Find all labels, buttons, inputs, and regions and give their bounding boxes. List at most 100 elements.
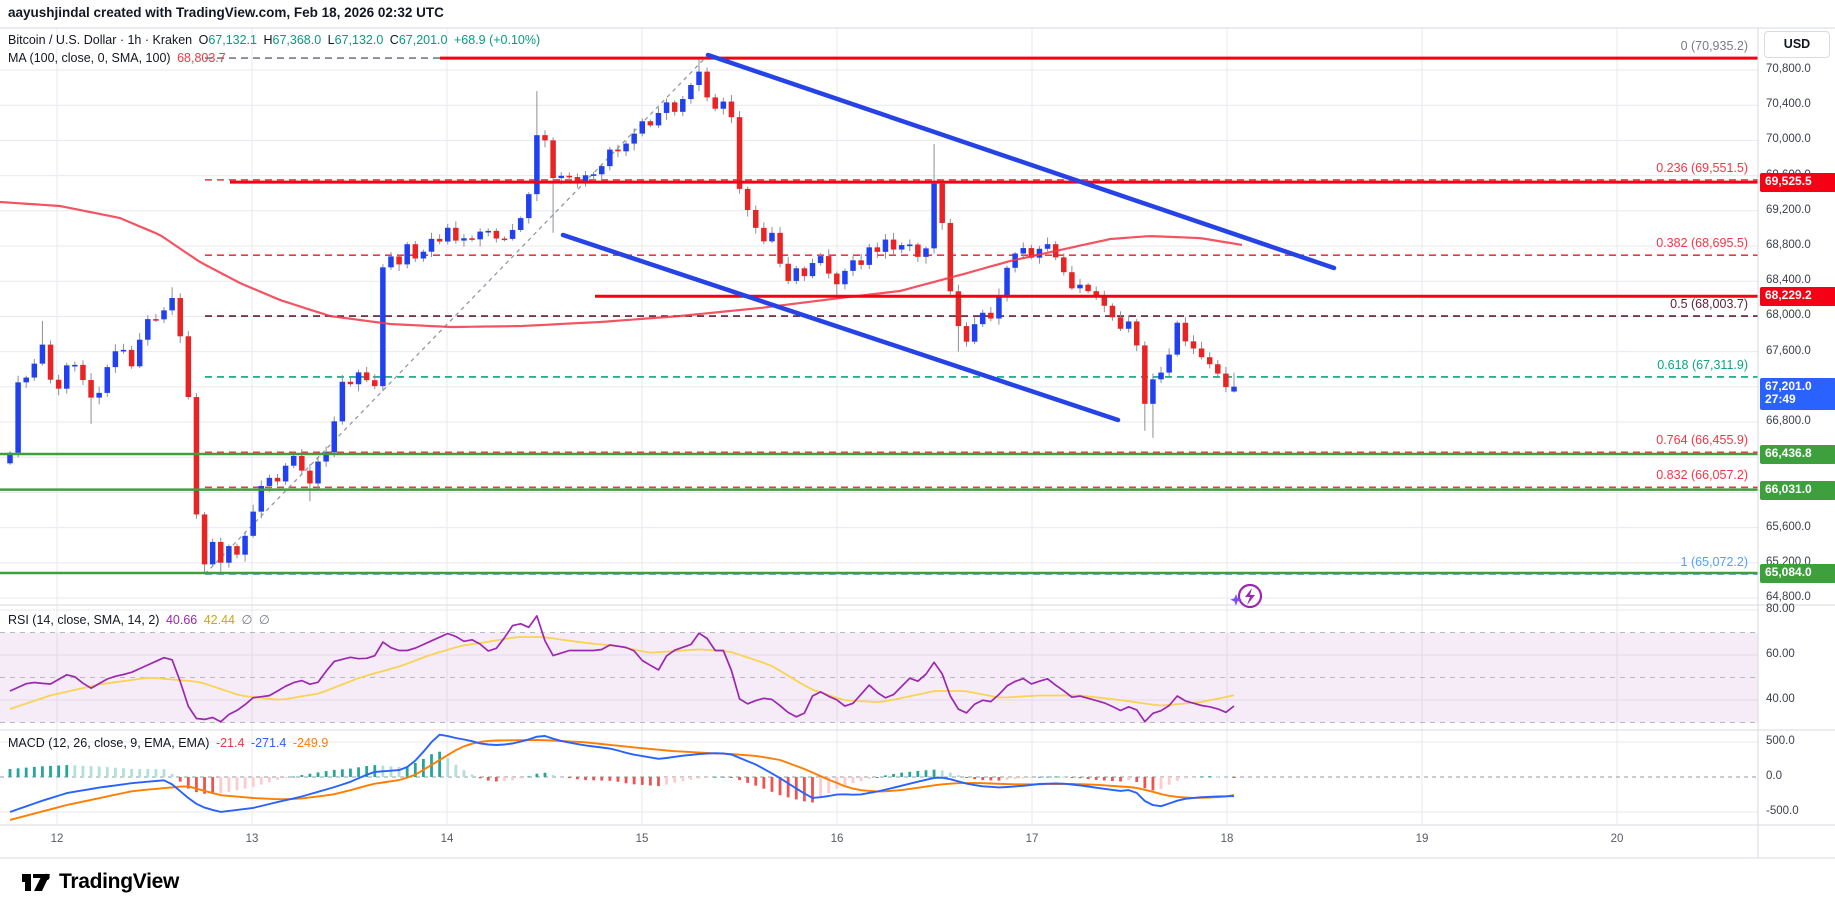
- time-tick[interactable]: 15: [635, 833, 649, 845]
- rsi-legend-label[interactable]: RSI (14, close, SMA, 14, 2): [8, 613, 160, 627]
- candle-up: [842, 270, 848, 285]
- flash-drawing-icon[interactable]: [1228, 578, 1268, 618]
- ma-legend[interactable]: MA (100, close, 0, SMA, 100) 68,803.7: [8, 51, 229, 65]
- candle-up: [1020, 248, 1026, 254]
- candle-up: [31, 363, 38, 378]
- time-tick[interactable]: 13: [245, 833, 259, 845]
- price-tick[interactable]: 68,000.0: [1766, 309, 1811, 322]
- candle-down: [1069, 272, 1075, 289]
- candle-down: [1198, 348, 1205, 358]
- candle-up: [526, 194, 532, 219]
- ma-legend-label[interactable]: MA (100, close, 0, SMA, 100): [8, 51, 171, 65]
- candle-down: [1101, 296, 1108, 306]
- candle-down: [542, 135, 548, 141]
- candle-up: [598, 166, 605, 175]
- candle-up: [1004, 267, 1010, 296]
- candle-up: [680, 99, 686, 112]
- candle-down: [372, 380, 378, 387]
- price-tick[interactable]: 70,800.0: [1766, 63, 1811, 75]
- candle-up: [331, 421, 337, 453]
- candle-up: [169, 298, 175, 311]
- candle-up: [266, 477, 273, 486]
- time-tick[interactable]: 14: [440, 833, 454, 845]
- macd-tick[interactable]: 500.0: [1766, 735, 1795, 748]
- price-tick[interactable]: 65,600.0: [1766, 520, 1811, 533]
- candle-down: [1109, 305, 1116, 318]
- candle-up: [655, 112, 662, 126]
- ohlc-low-label: L: [327, 33, 335, 47]
- price-tick[interactable]: 69,200.0: [1766, 203, 1811, 216]
- candle-up: [663, 102, 670, 113]
- price-tick[interactable]: 67,600.0: [1766, 344, 1811, 357]
- price-tick[interactable]: 70,400.0: [1766, 98, 1811, 111]
- candle-up: [420, 251, 427, 259]
- fib-level-label: 0.382 (68,695.5): [1656, 236, 1748, 251]
- tradingview-logo[interactable]: TradingView: [22, 870, 179, 894]
- fib-level-label: 0.5 (68,003.7): [1670, 297, 1748, 312]
- time-tick[interactable]: 18: [1220, 833, 1234, 845]
- macd-legend-label[interactable]: MACD (12, 26, close, 9, EMA, EMA): [8, 736, 210, 750]
- macd-legend[interactable]: MACD (12, 26, close, 9, EMA, EMA) -21.4 …: [8, 736, 331, 750]
- rsi-null-2: ∅: [258, 613, 270, 627]
- candle-down: [566, 175, 573, 178]
- candle-down: [615, 149, 621, 152]
- price-tag: 65,084.0: [1760, 563, 1835, 583]
- rsi-tick[interactable]: 60.00: [1766, 648, 1795, 660]
- time-tick[interactable]: 12: [50, 833, 64, 845]
- trendline[interactable]: [705, 52, 1337, 271]
- candle-up: [339, 381, 346, 422]
- tradingview-logo-text: TradingView: [59, 870, 180, 893]
- rsi-line[interactable]: [9, 615, 1235, 723]
- candle-up: [380, 267, 386, 387]
- candle-up: [355, 372, 362, 385]
- candle-up: [404, 244, 410, 265]
- candle-up: [688, 85, 694, 100]
- candle-up: [1166, 354, 1172, 373]
- trendline[interactable]: [560, 232, 1121, 423]
- macd-line[interactable]: [9, 733, 1235, 813]
- candle-up: [290, 455, 297, 466]
- candle-up: [250, 511, 256, 536]
- candle-down: [858, 260, 864, 265]
- price-tick[interactable]: 64,800.0: [1766, 590, 1811, 603]
- candle-up: [242, 535, 248, 555]
- main-legend[interactable]: Bitcoin / U.S. Dollar · 1h · Kraken O67,…: [8, 33, 543, 47]
- candle-down: [1117, 317, 1124, 329]
- candle-up: [282, 465, 289, 482]
- rsi-tick[interactable]: 40.00: [1766, 693, 1795, 705]
- candle-up: [696, 71, 702, 86]
- price-tick[interactable]: 68,400.0: [1766, 274, 1811, 287]
- macd-line-value: -271.4: [250, 736, 287, 750]
- candle-down: [988, 312, 994, 319]
- time-tick[interactable]: 16: [830, 833, 844, 845]
- candle-down: [469, 238, 475, 240]
- rsi-legend[interactable]: RSI (14, close, SMA, 14, 2) 40.66 42.44 …: [8, 612, 273, 627]
- price-tick[interactable]: 70,000.0: [1766, 133, 1811, 146]
- price-tick[interactable]: 68,800.0: [1766, 238, 1811, 251]
- candle-up: [866, 247, 872, 265]
- price-tag: 67,201.0 27:49: [1760, 377, 1835, 410]
- candle-up: [1174, 322, 1181, 355]
- macd-tick[interactable]: 0.0: [1766, 770, 1782, 782]
- candle-down: [801, 268, 808, 277]
- candle-up: [145, 319, 151, 340]
- currency-scale-button[interactable]: USD: [1764, 31, 1830, 58]
- rsi-tick[interactable]: 80.00: [1766, 603, 1795, 615]
- fib-level-label: 0 (70,935.2): [1680, 39, 1748, 54]
- candles: [7, 58, 1237, 575]
- candle-up: [996, 295, 1002, 319]
- price-tick[interactable]: 66,800.0: [1766, 414, 1811, 427]
- ohlc-low-value: 67,132.0: [334, 33, 384, 47]
- time-tick[interactable]: 19: [1415, 833, 1429, 845]
- time-tick[interactable]: 17: [1025, 833, 1039, 845]
- candle-down: [1206, 357, 1213, 365]
- candle-up: [793, 268, 800, 281]
- symbol-title[interactable]: Bitcoin / U.S. Dollar · 1h · Kraken: [8, 33, 193, 47]
- candle-down: [1142, 345, 1148, 404]
- ma-100-line[interactable]: [0, 200, 1243, 329]
- macd-tick[interactable]: -500.0: [1766, 804, 1799, 817]
- time-tick[interactable]: 20: [1610, 833, 1624, 845]
- price-tag: 69,525.5: [1760, 173, 1835, 193]
- candle-down: [1190, 341, 1197, 349]
